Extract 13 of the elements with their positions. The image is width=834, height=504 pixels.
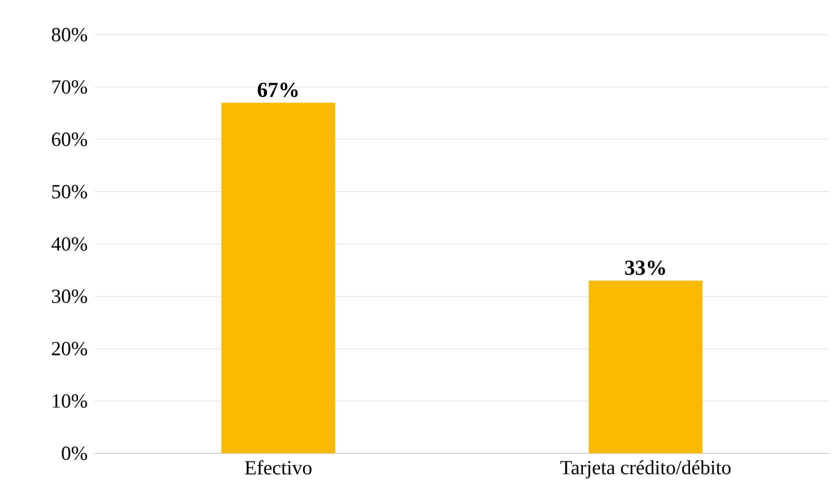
- y-tick-label: 20%: [52, 342, 88, 356]
- y-tick-label: 60%: [52, 132, 88, 146]
- y-tick-label: 40%: [51, 237, 88, 251]
- data-label: 67%: [258, 82, 298, 98]
- y-tick-label: 10%: [52, 394, 88, 408]
- x-tick-label: Tarjeta crédito/débito: [560, 460, 731, 478]
- y-tick-label: 70%: [52, 80, 88, 94]
- y-tick-label: 0%: [62, 446, 88, 460]
- x-tick-label: Efectivo: [245, 460, 312, 475]
- y-tick-label: 30%: [52, 290, 88, 304]
- y-tick-label: 50%: [52, 184, 88, 198]
- data-label: 33%: [625, 260, 665, 276]
- y-tick-label: 80%: [52, 28, 88, 42]
